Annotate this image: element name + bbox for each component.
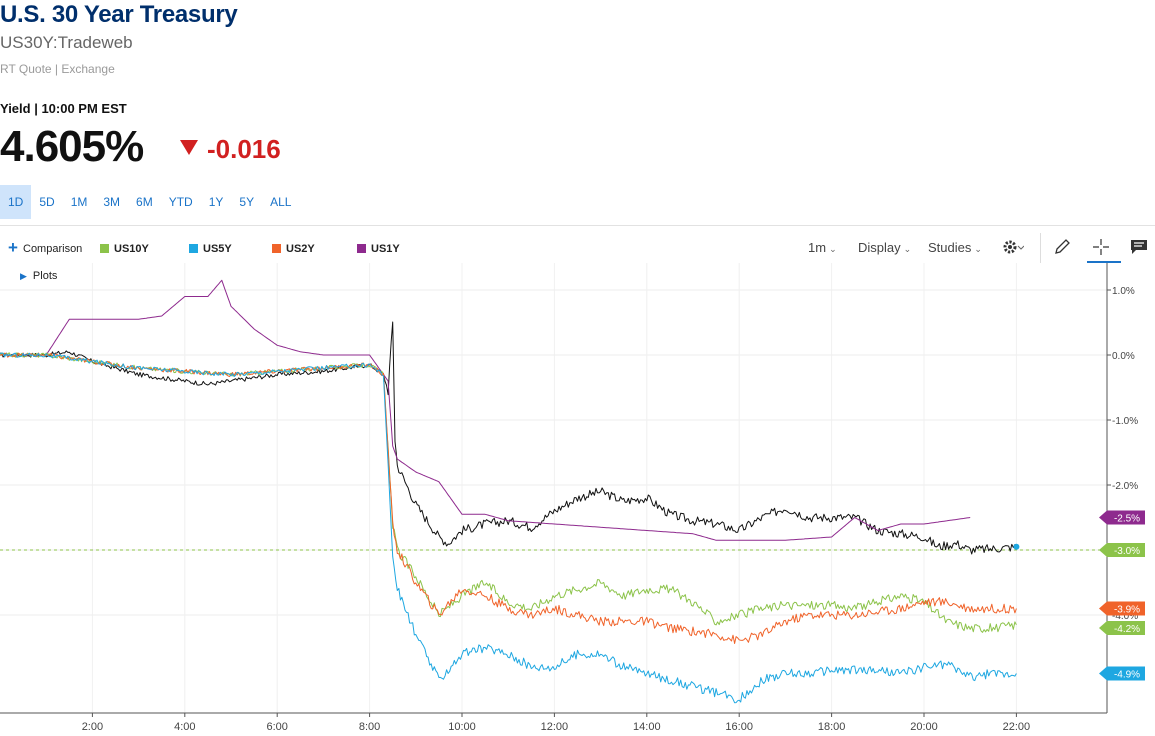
legend-swatch [189,244,198,253]
end-value-tag-us30y: -3.0% [1099,543,1145,557]
plots-toggle[interactable]: ▶ Plots [20,270,57,282]
range-6m[interactable]: 6M [136,195,153,209]
legend-swatch [272,244,281,253]
legend-item-us5y[interactable]: US5Y [189,243,232,255]
chevron-down-icon: ⌄ [974,244,982,254]
yield-timestamp: Yield | 10:00 PM EST [0,101,127,116]
x-tick-label: 20:00 [910,721,938,733]
x-tick-label: 12:00 [541,721,569,733]
legend-swatch [100,244,109,253]
toolbar-divider [1040,233,1041,263]
divider [0,225,1155,226]
x-tick-label: 8:00 [359,721,380,733]
range-all[interactable]: ALL [270,195,292,209]
gear-icon[interactable] [1002,238,1025,259]
legend-swatch [357,244,366,253]
chevron-down-icon: ⌄ [903,244,912,254]
range-3m[interactable]: 3M [103,195,121,209]
series-line-us10y [0,352,1017,633]
x-tick-label: 14:00 [633,721,661,733]
y-tick-label: -2.0% [1112,481,1138,492]
series-line-us5y [0,352,1017,704]
legend-item-us2y[interactable]: US2Y [272,243,315,255]
symbol-label: US30Y:Tradeweb [0,33,133,52]
comparison-button[interactable]: Comparison [23,243,83,255]
range-1d[interactable]: 1D [0,185,32,219]
range-ytd[interactable]: YTD [168,195,193,209]
end-value-tag-bg [1099,601,1145,616]
legend-item-us1y[interactable]: US1Y [357,243,400,255]
range-1y[interactable]: 1Y [208,195,224,209]
end-value-tag-us2y: -3.9% [1099,601,1145,616]
x-tick-label: 4:00 [174,721,195,733]
crosshair-icon[interactable] [1092,238,1110,259]
chart-toolbar: + Comparison US10Y US5Y US2Y US1Y 1m ⌄ Di… [0,238,1155,262]
y-tick-label: -4.0% [1112,611,1138,622]
studies-dropdown[interactable]: Studies ⌄ [928,240,982,255]
chevron-down-icon: ⌄ [829,244,837,254]
triangle-right-icon: ▶ [20,271,27,281]
x-tick-label: 10:00 [448,721,476,733]
range-1m[interactable]: 1M [70,195,88,209]
end-value-label: -3.9% [1114,605,1140,616]
x-tick-label: 16:00 [725,721,753,733]
y-tick-label: -1.0% [1112,416,1138,427]
legend-label: US10Y [114,243,149,255]
yield-price: 4.605% [0,122,144,171]
legend-label: US2Y [286,243,315,255]
series-line-us1y [0,279,971,541]
legend-item-us10y[interactable]: US10Y [100,243,149,255]
range-5d[interactable]: 5D [39,195,55,209]
active-tool-indicator [1087,261,1121,263]
y-tick-label: 1.0% [1112,286,1135,297]
page-title: U.S. 30 Year Treasury [0,1,238,28]
display-label: Display [858,240,901,255]
x-tick-label: 2:00 [82,721,103,733]
y-tick-label: 0.0% [1112,351,1135,362]
end-value-label: -3.0% [1114,546,1140,557]
comparison-line-chart[interactable]: 1.0% 0.0% -1.0% -2.0% -3.0% -4.0% 2:00 4:00 6:00… [0,263,1155,736]
x-tick-label: 22:00 [1003,721,1031,733]
end-value-tag-bg [1099,543,1145,557]
x-tick-label: 6:00 [266,721,287,733]
yield-change: -0.016 [207,134,281,164]
series-line-us30y [0,321,1017,555]
add-comparison-icon[interactable]: + [8,238,18,257]
plots-label: Plots [32,270,58,282]
end-value-tag-us5y: -4.9% [1099,666,1145,681]
end-value-label: -4.2% [1114,624,1140,635]
studies-label: Studies [928,240,972,255]
end-value-label: -2.5% [1114,514,1140,525]
time-range-selector: 1D 5D 1M 3M 6M YTD 1Y 5Y ALL [0,185,299,219]
legend-label: US1Y [371,243,400,255]
legend-label: US5Y [203,243,232,255]
interval-label: 1m [808,240,827,255]
series-line-us2y [0,352,1017,644]
quote-type-label: RT Quote | Exchange [0,62,115,76]
interval-dropdown[interactable]: 1m ⌄ [808,240,837,255]
end-value-tag-bg [1099,666,1145,681]
last-value-dot [1013,543,1020,550]
range-5y[interactable]: 5Y [239,195,255,209]
x-tick-label: 18:00 [818,721,846,733]
end-value-label: -4.9% [1114,670,1140,681]
end-value-tag-bg [1099,510,1145,525]
end-value-tag-us1y: -2.5% [1099,510,1145,525]
down-arrow-icon [180,140,198,155]
end-value-tag-bg [1099,621,1145,635]
comment-icon[interactable] [1130,238,1148,259]
end-value-tag-us10y: -4.2% [1099,621,1145,635]
display-dropdown[interactable]: Display ⌄ [858,240,911,255]
draw-pencil-icon[interactable] [1053,238,1071,259]
